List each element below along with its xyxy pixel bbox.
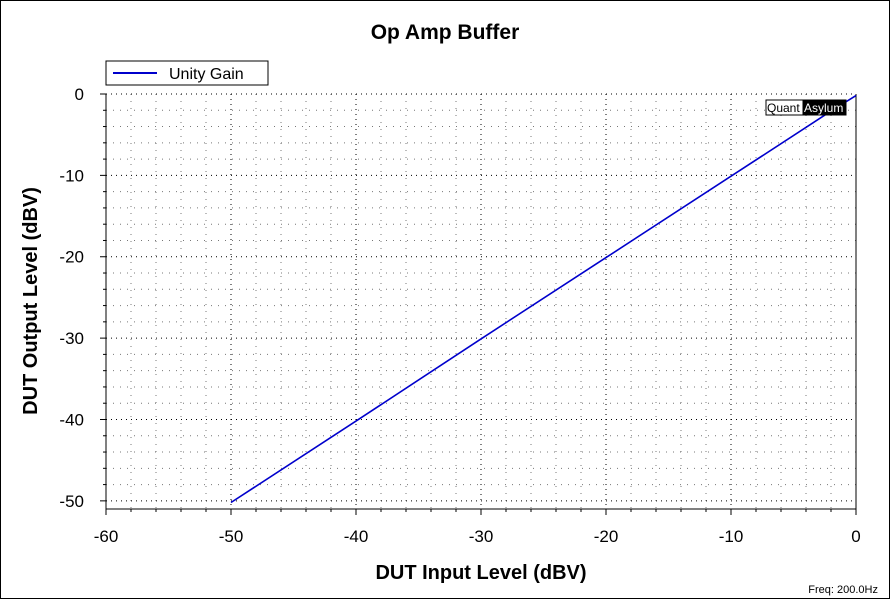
x-tick-label: -20 (594, 527, 619, 546)
x-tick-label: -30 (469, 527, 494, 546)
y-tick-label: -20 (59, 248, 84, 267)
x-axis-label: DUT Input Level (dBV) (375, 562, 586, 584)
y-tick-label: -30 (59, 329, 84, 348)
y-axis-label: DUT Output Level (dBV) (20, 187, 42, 415)
legend: Unity Gain (105, 60, 269, 86)
x-tick-label: -60 (94, 527, 119, 546)
y-tick-label: 0 (75, 85, 84, 104)
chart-title: Op Amp Buffer (371, 21, 520, 44)
logo-right-box (802, 99, 847, 116)
ticks-layer: -60 -50 -40 -30 -20 -10 0 0 -10 -20 -30 -40 -50 (59, 85, 860, 546)
x-tick-label: -50 (219, 527, 244, 546)
y-tick-label: -10 (59, 166, 84, 185)
legend-entry-unity-gain: Unity Gain (169, 66, 244, 83)
quantasylum-logo: Quant Asylum (765, 99, 847, 116)
logo-left-text: Quant (767, 101, 800, 115)
x-tick-label: 0 (851, 527, 860, 546)
y-tick-label: -40 (59, 410, 84, 429)
frequency-readout: Freq: 200.0Hz (808, 584, 878, 596)
plot-area (106, 94, 856, 509)
y-tick-label: -50 (59, 492, 84, 511)
logo-right-text: Asylum (804, 101, 843, 115)
x-tick-label: -10 (719, 527, 744, 546)
x-tick-label: -40 (344, 527, 369, 546)
